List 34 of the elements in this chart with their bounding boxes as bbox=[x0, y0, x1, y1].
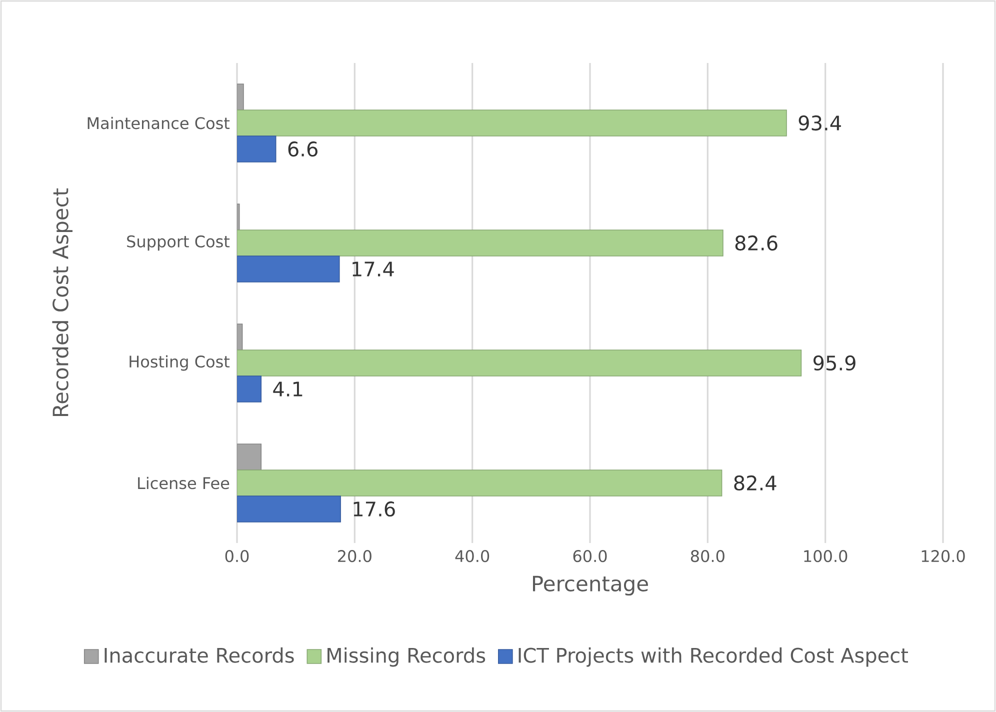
legend-label: Inaccurate Records bbox=[104, 647, 294, 663]
y-axis-title: Recorded Cost Aspect bbox=[52, 188, 73, 416]
y-tick-label: Hosting Cost bbox=[130, 355, 230, 371]
data-label: 4.1 bbox=[273, 382, 302, 396]
x-tick-label: 80.0 bbox=[690, 550, 724, 562]
bar bbox=[237, 136, 276, 162]
y-tick-label: Maintenance Cost bbox=[88, 116, 230, 130]
x-tick-label: 60.0 bbox=[573, 550, 607, 562]
x-tick-label: 0.0 bbox=[225, 550, 249, 562]
bar bbox=[237, 256, 340, 282]
x-tick-label: 20.0 bbox=[338, 550, 372, 562]
data-label: 93.4 bbox=[798, 115, 841, 131]
bar bbox=[237, 496, 341, 522]
bar bbox=[237, 84, 244, 110]
data-label: 6.6 bbox=[288, 141, 318, 157]
legend-label: Missing Records bbox=[328, 647, 486, 667]
bar bbox=[237, 230, 724, 256]
y-tick-label: Support Cost bbox=[127, 235, 230, 251]
bar bbox=[237, 470, 722, 496]
x-tick-label: 100.0 bbox=[804, 550, 848, 562]
data-label: 82.6 bbox=[735, 235, 778, 251]
data-label: 95.9 bbox=[814, 355, 856, 371]
legend-label: ICT Projects with Recorded Cost Aspect bbox=[518, 647, 908, 667]
x-axis-title: Percentage bbox=[533, 576, 648, 596]
bar bbox=[237, 444, 262, 470]
bar bbox=[237, 350, 802, 376]
x-tick-label: 120.0 bbox=[922, 550, 965, 562]
bar bbox=[237, 376, 262, 402]
bar bbox=[237, 110, 787, 136]
data-label: 82.4 bbox=[734, 475, 776, 491]
data-label: 17.6 bbox=[354, 501, 395, 517]
data-label: 17.4 bbox=[352, 262, 394, 276]
x-tick-label: 40.0 bbox=[455, 550, 490, 562]
y-tick-label: License Fee bbox=[138, 476, 230, 490]
